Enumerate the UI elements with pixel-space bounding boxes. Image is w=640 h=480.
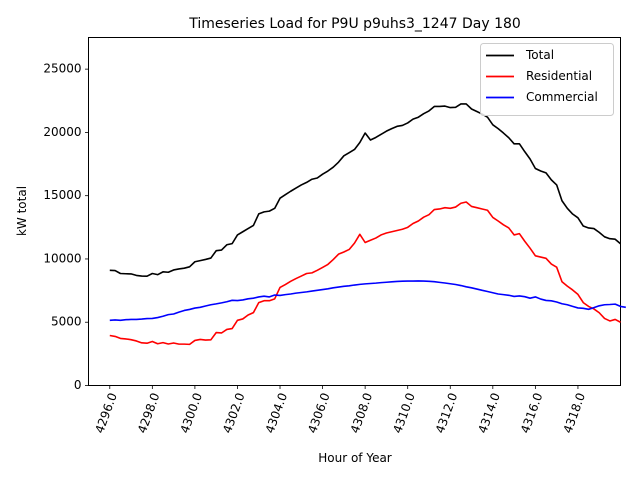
- y-tick-label: 0: [74, 378, 82, 392]
- x-axis-label: Hour of Year: [318, 451, 392, 465]
- y-tick-label: 10000: [43, 251, 81, 265]
- y-tick-label: 20000: [43, 125, 81, 139]
- legend: Total Residential Commercial: [480, 43, 614, 116]
- series-layer: [109, 103, 626, 346]
- chart-title: Timeseries Load for P9U p9uhs3_1247 Day …: [188, 16, 521, 32]
- series-line-commercial: [109, 280, 626, 322]
- y-axis-label: kW total: [15, 186, 29, 236]
- legend-label-commercial: Commercial: [526, 90, 598, 104]
- y-axis-ticks: 0 5000 10000 15000 20000 25000: [43, 62, 89, 392]
- series-line-total: [109, 103, 622, 277]
- series-line-residential: [109, 201, 621, 346]
- y-tick-label: 5000: [51, 315, 82, 329]
- y-tick-label: 15000: [43, 188, 81, 202]
- y-tick-label: 25000: [43, 62, 81, 76]
- plot-frame: [88, 37, 621, 386]
- legend-label-total: Total: [525, 48, 554, 62]
- legend-label-residential: Residential: [526, 69, 592, 83]
